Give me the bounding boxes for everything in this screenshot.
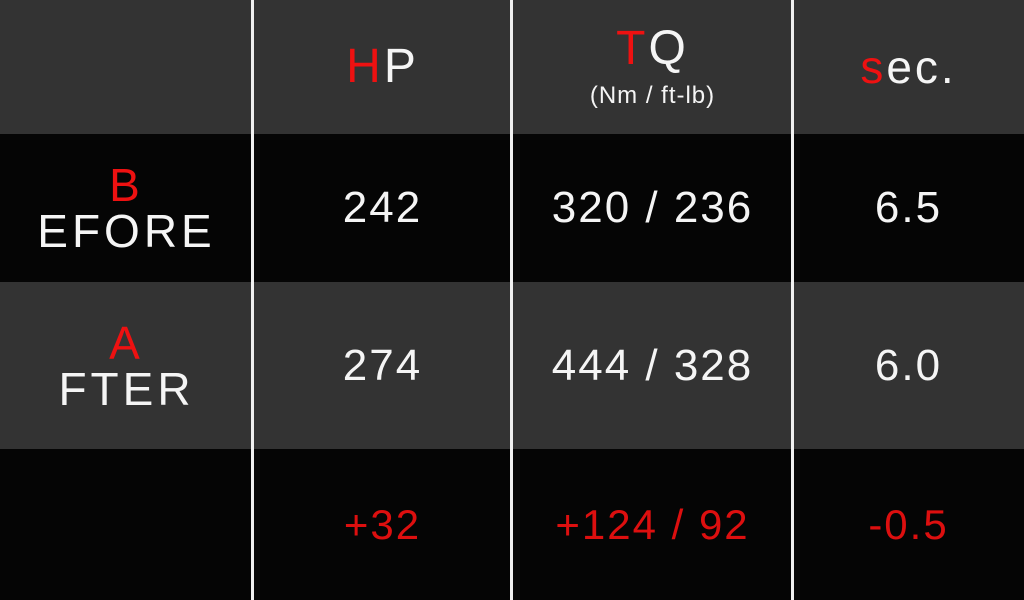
header-sec: sec. — [793, 0, 1024, 134]
header-tq-rest: Q — [648, 21, 689, 75]
header-tq-label: TQ — [616, 21, 689, 75]
cell-after-tq: 444 / 328 — [551, 340, 754, 390]
header-sec-accent-letter: s — [860, 41, 887, 93]
cell-delta-tq: +124 / 92 — [555, 500, 750, 548]
row-before-label: B EFORE — [0, 134, 253, 282]
cell-before-tq: 320 / 236 — [551, 183, 754, 232]
row-after-label: A FTER — [0, 282, 253, 449]
cell-delta-empty — [0, 449, 253, 600]
header-tq-units: (Nm / ft-lb) — [589, 81, 716, 109]
header-hp-accent-letter: H — [346, 40, 384, 93]
column-divider-2 — [510, 0, 513, 600]
cell-after-sec: 6.0 — [874, 340, 943, 390]
header-sec-rest: ec. — [886, 41, 957, 93]
cell-delta-hp: +32 — [343, 500, 422, 548]
row-before-accent-letter: B — [109, 159, 144, 211]
header-empty-cell — [0, 0, 253, 134]
header-hp-rest: P — [383, 40, 419, 93]
row-after-accent-letter: A — [109, 316, 144, 369]
row-before-label-rest: EFORE — [37, 205, 216, 257]
column-divider-3 — [791, 0, 794, 600]
header-tq: TQ (Nm / ft-lb) — [512, 0, 793, 134]
cell-after-hp: 274 — [342, 340, 423, 390]
cell-before-sec: 6.5 — [874, 183, 943, 232]
row-after-label-rest: FTER — [58, 362, 195, 415]
cell-before-hp: 242 — [342, 183, 423, 232]
header-hp: HP — [253, 0, 512, 134]
column-divider-1 — [251, 0, 254, 600]
header-hp-label: HP — [346, 43, 419, 91]
cell-delta-sec: -0.5 — [868, 500, 949, 548]
header-tq-accent-letter: T — [616, 21, 649, 75]
header-sec-label: sec. — [860, 44, 956, 90]
